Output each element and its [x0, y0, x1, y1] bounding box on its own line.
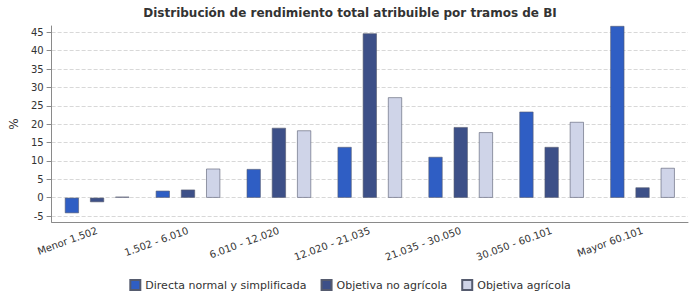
- svg-text:35: 35: [31, 64, 44, 75]
- svg-text:1.502 - 6.010: 1.502 - 6.010: [123, 225, 190, 258]
- svg-text:40: 40: [31, 45, 44, 56]
- svg-text:30.050 - 60.101: 30.050 - 60.101: [475, 225, 554, 263]
- svg-text:Objetiva no agrícola: Objetiva no agrícola: [337, 279, 448, 292]
- svg-text:15: 15: [31, 137, 44, 148]
- svg-text:%: %: [7, 118, 21, 129]
- svg-text:Menor 1.502: Menor 1.502: [36, 225, 99, 257]
- svg-text:0: 0: [37, 192, 43, 203]
- svg-text:Directa normal y simplificada: Directa normal y simplificada: [145, 279, 306, 292]
- svg-text:6.010 - 12.020: 6.010 - 12.020: [208, 225, 281, 260]
- svg-text:12.020 - 21.035: 12.020 - 21.035: [293, 225, 372, 263]
- svg-text:30: 30: [31, 82, 44, 93]
- svg-text:5: 5: [37, 174, 43, 185]
- svg-text:Distribución de rendimiento to: Distribución de rendimiento total atribu…: [143, 6, 556, 20]
- svg-text:Objetiva agrícola: Objetiva agrícola: [477, 279, 570, 292]
- svg-text:25: 25: [31, 100, 44, 111]
- svg-text:-5: -5: [34, 211, 44, 222]
- svg-text:20: 20: [31, 119, 44, 130]
- svg-text:21.035 - 30.050: 21.035 - 30.050: [384, 225, 463, 263]
- svg-text:10: 10: [31, 155, 44, 166]
- svg-text:45: 45: [31, 27, 44, 38]
- svg-text:Mayor 60.101: Mayor 60.101: [576, 225, 645, 259]
